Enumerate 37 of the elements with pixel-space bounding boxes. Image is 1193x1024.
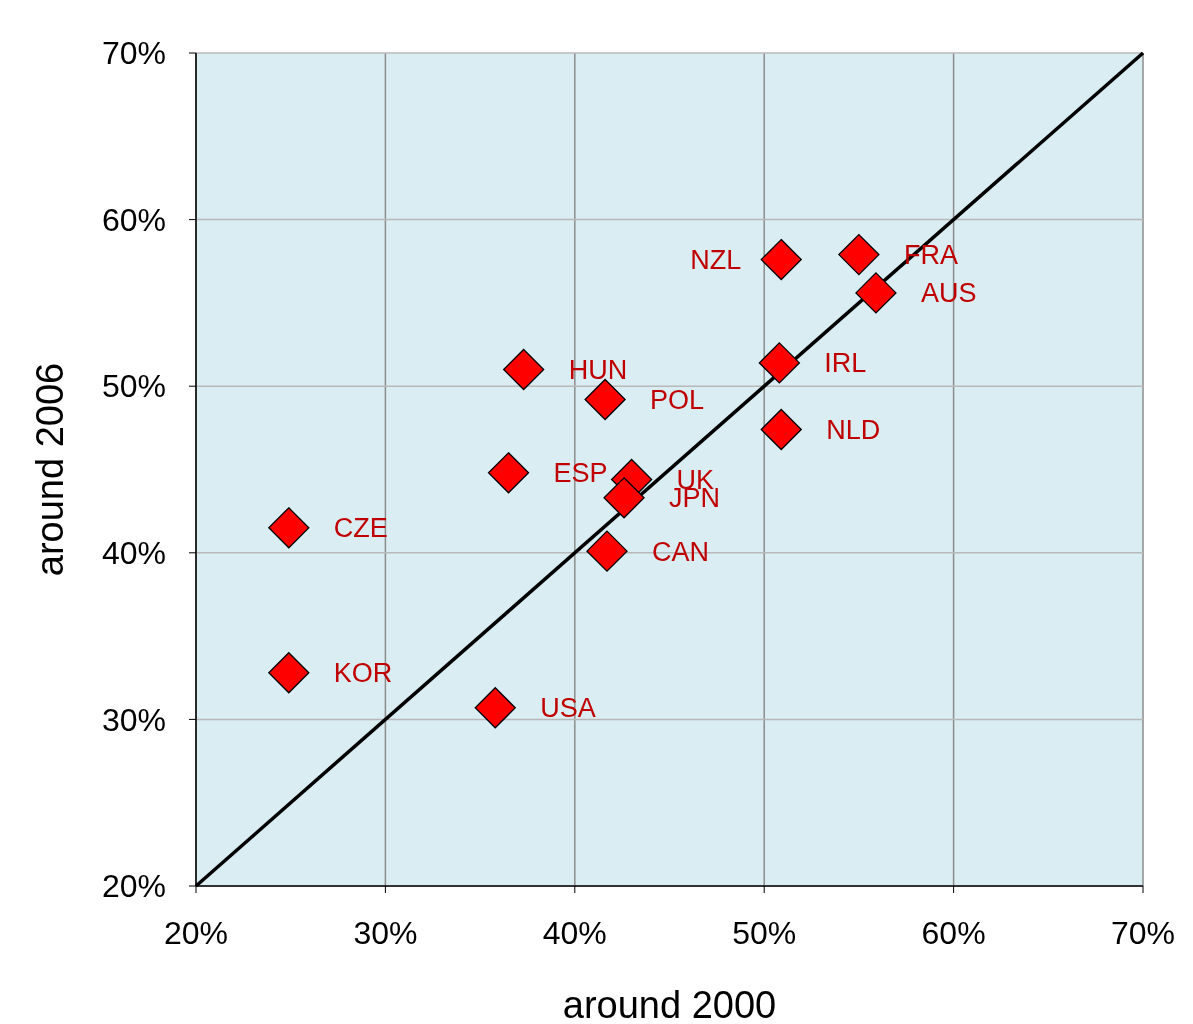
y-tick-label: 70% bbox=[101, 35, 166, 72]
y-tick-label: 50% bbox=[101, 368, 166, 405]
y-axis-title: around 2006 bbox=[29, 362, 71, 577]
point bbox=[268, 652, 310, 694]
y-tick-label: 60% bbox=[101, 201, 166, 238]
point bbox=[268, 507, 310, 549]
point bbox=[760, 238, 802, 281]
x-axis-title: around 2000 bbox=[562, 984, 777, 1024]
point bbox=[838, 233, 880, 276]
annotation: USA bbox=[540, 693, 596, 724]
annotation: AUS bbox=[920, 278, 977, 309]
x-tick-label: 70% bbox=[1110, 915, 1176, 951]
annotation: CAN bbox=[652, 536, 710, 567]
y-tick-label: 30% bbox=[101, 701, 166, 738]
point bbox=[758, 342, 800, 384]
annotation: HUN bbox=[568, 354, 628, 385]
point bbox=[487, 452, 530, 494]
point bbox=[586, 530, 628, 572]
annotation: NZL bbox=[690, 245, 742, 276]
y-tick-label: 40% bbox=[101, 535, 166, 571]
point bbox=[584, 378, 626, 421]
point bbox=[855, 272, 897, 314]
x-tick-label: 60% bbox=[921, 915, 986, 951]
annotation: ESP bbox=[553, 458, 608, 489]
x-tick-label: 20% bbox=[163, 915, 229, 951]
x-tick-label: 30% bbox=[353, 915, 418, 951]
annotation: POL bbox=[650, 384, 705, 415]
y-tick-label: 20% bbox=[101, 868, 166, 905]
point bbox=[760, 408, 802, 451]
x-tick-label: 40% bbox=[542, 915, 607, 951]
point bbox=[503, 348, 545, 391]
annotation: KOR bbox=[333, 658, 393, 689]
x-tick-label: 50% bbox=[732, 915, 797, 951]
annotation: IRL bbox=[824, 348, 867, 379]
annotation: CZE bbox=[333, 513, 388, 544]
annotation: NLD bbox=[826, 414, 881, 445]
point bbox=[474, 687, 516, 729]
